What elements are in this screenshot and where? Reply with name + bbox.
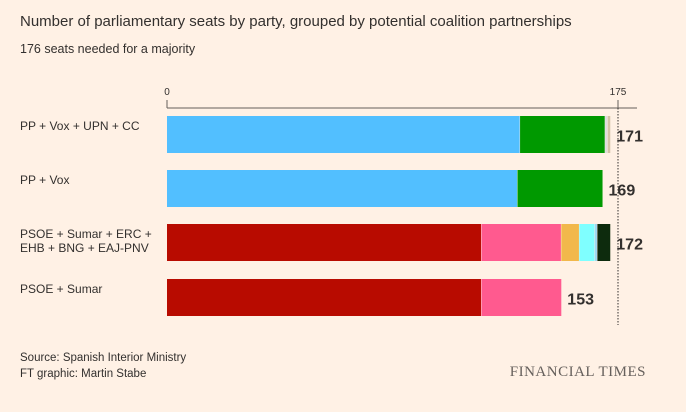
bar-2-bng xyxy=(594,224,598,261)
bar-2-psoe xyxy=(167,224,482,261)
bar-0-vox xyxy=(520,116,606,153)
x-tick-label-0: 0 xyxy=(164,87,170,98)
bar-2-erc xyxy=(561,224,580,261)
graphic-credit: FT graphic: Martin Stabe xyxy=(20,368,147,380)
category-label-2-0: PSOE + Sumar + ERC + xyxy=(20,227,152,241)
bar-3-sumar xyxy=(481,279,562,316)
total-label-0: 171 xyxy=(616,129,643,146)
x-tick-label-175: 175 xyxy=(610,87,627,98)
bar-1-vox xyxy=(517,170,603,207)
bar-0-upn xyxy=(605,116,608,153)
bar-2-sumar xyxy=(481,224,562,261)
bar-0-cc xyxy=(607,116,611,153)
chart-subtitle: 176 seats needed for a majority xyxy=(20,42,196,56)
category-label-1-0: PP + Vox xyxy=(20,173,69,187)
total-label-3: 153 xyxy=(567,292,594,309)
total-label-2: 172 xyxy=(616,237,643,254)
chart-title: Number of parliamentary seats by party, … xyxy=(20,13,572,30)
category-label-0-0: PP + Vox + UPN + CC xyxy=(20,119,140,133)
source-note: Source: Spanish Interior Ministry xyxy=(20,352,187,364)
total-label-1: 169 xyxy=(609,183,636,200)
category-label-2-1: EHB + BNG + EAJ-PNV xyxy=(20,241,149,255)
category-label-3-0: PSOE + Sumar xyxy=(20,282,102,296)
bar-3-psoe xyxy=(167,279,482,316)
bar-1-pp xyxy=(167,170,518,207)
bar-0-pp xyxy=(167,116,521,153)
ft-logo: FINANCIAL TIMES xyxy=(509,364,646,380)
bar-2-eaj-pnv xyxy=(597,224,611,261)
bar-2-ehb xyxy=(579,224,595,261)
